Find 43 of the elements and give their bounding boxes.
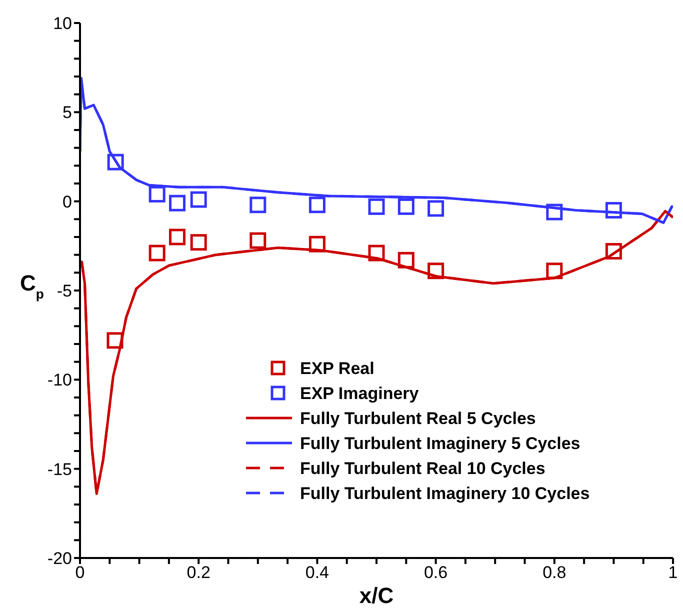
point — [546, 262, 563, 280]
point — [398, 252, 414, 268]
y-tick-label: 5 — [62, 103, 72, 122]
legend-label: EXP Real — [300, 359, 374, 378]
point — [169, 228, 186, 246]
x-tick-label: 0.6 — [424, 563, 448, 582]
legend-label: Fully Turbulent Real 5 Cycles — [300, 409, 536, 428]
point — [546, 204, 563, 220]
legend-label: Fully Turbulent Imaginery 10 Cycles — [300, 484, 590, 503]
point — [250, 196, 266, 214]
legend-label: Fully Turbulent Real 10 Cycles — [300, 459, 546, 478]
point — [148, 244, 166, 262]
x-tick-label: 0.8 — [542, 563, 566, 582]
x-tick-label: 0.2 — [186, 563, 210, 582]
y-tick-label: -5 — [56, 282, 72, 301]
legend-label: Fully Turbulent Imaginery 5 Cycles — [300, 434, 580, 453]
y-tick-label: 10 — [53, 14, 72, 34]
point — [368, 244, 385, 262]
point — [428, 262, 444, 280]
point — [190, 234, 207, 251]
point — [605, 202, 622, 218]
y-tick-label: -10 — [47, 370, 72, 390]
x-tick-label: 0.4 — [305, 563, 330, 582]
x-tick-label: 0 — [75, 563, 85, 582]
point — [250, 232, 266, 249]
point — [308, 236, 326, 252]
point — [148, 186, 166, 202]
y-tick-label: -20 — [47, 549, 72, 568]
legend-label: EXP Imaginery — [300, 384, 420, 403]
point — [605, 243, 622, 260]
y-tick-label: 0 — [62, 192, 72, 212]
x-axis-title: x/C — [359, 583, 394, 608]
point — [368, 198, 385, 215]
point — [190, 191, 207, 208]
point — [308, 196, 326, 214]
point — [107, 154, 124, 170]
y-axis-title: C$_{p}$ — [20, 270, 44, 301]
point — [398, 198, 414, 215]
point — [428, 200, 444, 217]
point — [106, 332, 124, 349]
point — [169, 194, 186, 212]
x-tick-label: 1 — [668, 563, 678, 582]
y-tick-label: -15 — [47, 460, 72, 479]
